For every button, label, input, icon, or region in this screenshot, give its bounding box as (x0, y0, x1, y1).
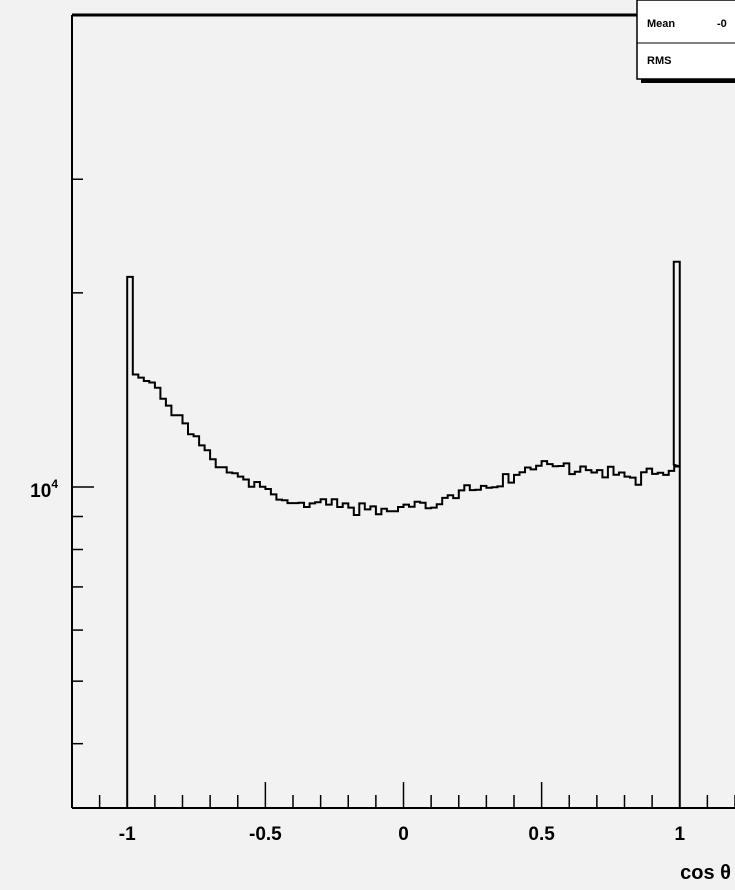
y-tick-label-10e4: 104 (30, 477, 58, 502)
histogram-line (126, 260, 681, 808)
stats-mean-label: Mean (647, 18, 675, 30)
y-tick-label-base: 10 (30, 481, 51, 502)
x-tick-label: 1 (674, 824, 685, 845)
stats-box: Mean -0 RMS (636, 0, 735, 83)
x-axis-title: cos θ (680, 862, 731, 884)
x-axis-tick-labels: -1 -0.5 0 0.5 1 (119, 824, 686, 845)
x-tick-label: 0 (398, 824, 409, 845)
stats-mean-value: -0 (717, 18, 727, 30)
y-tick-label-exponent: 4 (51, 477, 58, 491)
y-axis-ticks (72, 178, 94, 745)
x-tick-label: -0.5 (249, 824, 282, 845)
stats-box-frame (636, 0, 735, 80)
x-tick-label: 0.5 (528, 824, 555, 845)
x-tick-label: -1 (119, 824, 136, 845)
stats-rms-label: RMS (647, 55, 671, 67)
